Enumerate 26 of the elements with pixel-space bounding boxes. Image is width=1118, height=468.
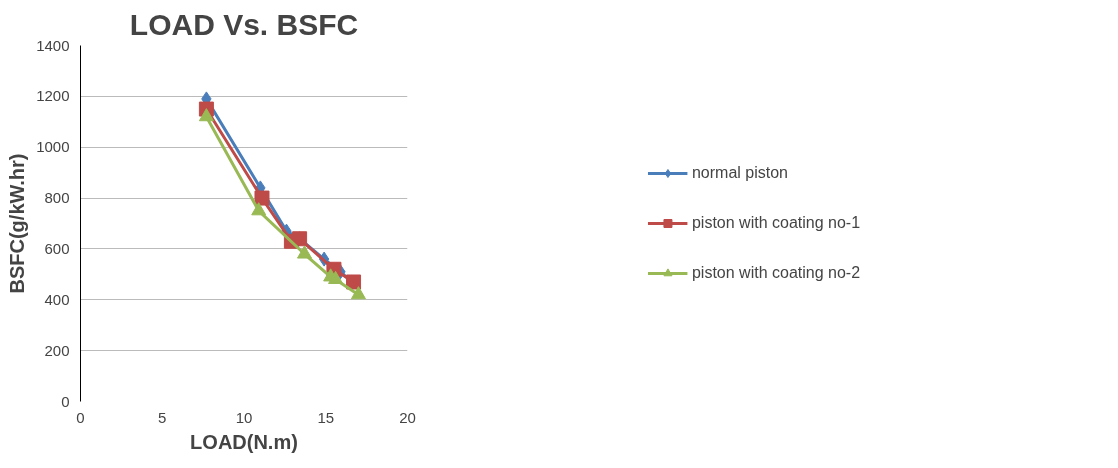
x-tick-label: 15 bbox=[317, 408, 335, 426]
x-axis-title: LOAD(N.m) bbox=[190, 430, 298, 453]
point bbox=[254, 190, 270, 206]
x-tick-label: 20 bbox=[399, 408, 416, 426]
x-tick-label: 5 bbox=[158, 408, 167, 426]
legend-label: piston with coating no-1 bbox=[691, 214, 861, 232]
y-tick-label: 200 bbox=[44, 341, 70, 359]
chart-title: LOAD Vs. BSFC bbox=[129, 7, 359, 41]
legend-label: piston with coating no-2 bbox=[691, 264, 861, 282]
point bbox=[198, 108, 214, 122]
y-axis-title: BSFC(g/kW.hr) bbox=[6, 153, 29, 294]
point bbox=[251, 202, 267, 216]
y-tick-label: 0 bbox=[61, 392, 70, 410]
legend-label: normal piston bbox=[691, 164, 788, 182]
x-tick-label: 10 bbox=[235, 408, 253, 426]
y-tick-label: 1400 bbox=[36, 36, 70, 54]
y-tick-label: 1200 bbox=[36, 87, 70, 105]
point bbox=[346, 274, 362, 290]
point bbox=[350, 286, 366, 300]
y-tick-label: 1000 bbox=[36, 138, 70, 156]
y-tick-label: 600 bbox=[44, 239, 70, 257]
point bbox=[296, 245, 312, 259]
x-tick-label: 0 bbox=[76, 408, 85, 426]
point bbox=[328, 270, 344, 284]
y-tick-label: 800 bbox=[44, 189, 70, 207]
y-tick-label: 400 bbox=[44, 290, 70, 308]
